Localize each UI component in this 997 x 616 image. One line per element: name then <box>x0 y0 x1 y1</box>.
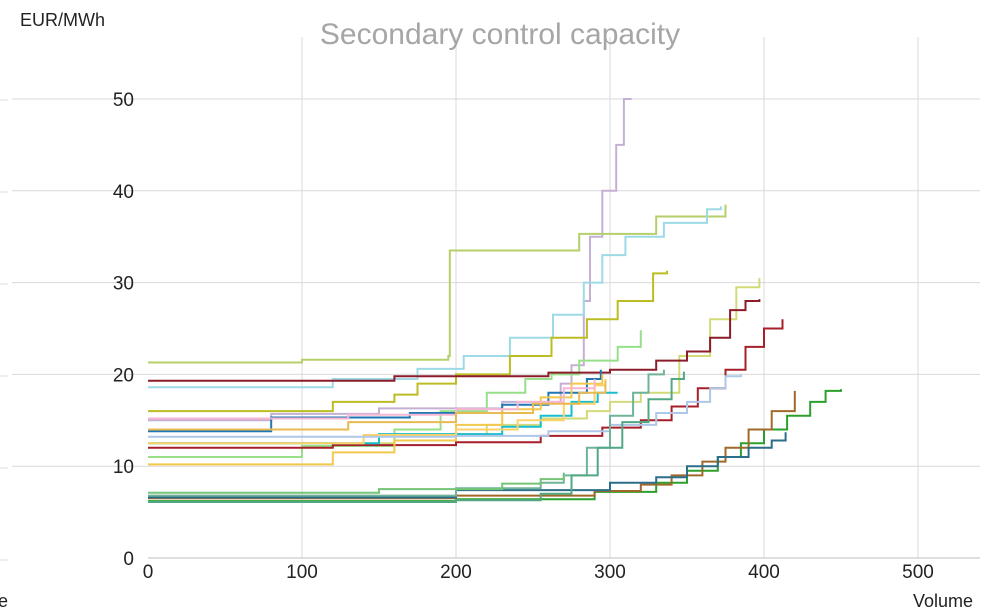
bid-curve-series-2 <box>148 204 727 364</box>
chart-title: Secondary control capacity <box>320 18 680 51</box>
series-layer <box>148 98 842 503</box>
x-tick-label: 100 <box>286 562 318 583</box>
bid-curve-series-21 <box>148 472 565 494</box>
y-tick-label: 20 <box>113 365 134 386</box>
bid-curve-series-3 <box>148 206 722 389</box>
y-tick-label: 30 <box>113 274 134 295</box>
y-tick-label: 50 <box>113 90 134 111</box>
chart-grid <box>12 37 980 559</box>
x-axis-label: Volume <box>913 591 973 611</box>
x-tick-label: 500 <box>902 562 934 583</box>
bid-curve-series-5 <box>148 278 761 445</box>
bid-curve-series-19 <box>148 369 665 497</box>
bid-curve-series-18 <box>148 432 787 499</box>
y-axis-ticks: 0 10 20 30 40 50 <box>113 90 134 570</box>
bid-curve-series-7 <box>148 299 761 382</box>
bid-curve-series-1 <box>148 98 632 422</box>
bid-curve-series-8 <box>148 319 784 449</box>
y-tick-label: 10 <box>113 457 134 478</box>
left-partial-label: e <box>0 591 8 611</box>
bid-curve-series-13 <box>148 379 596 420</box>
bid-curve-series-20 <box>148 371 685 503</box>
bid-curve-series-16 <box>148 389 842 503</box>
y-tick-label: 0 <box>123 549 134 570</box>
x-tick-label: 200 <box>440 562 472 583</box>
x-tick-label: 0 <box>143 562 154 583</box>
y-tick-label: 40 <box>113 182 134 203</box>
bid-curve-series-4 <box>148 270 668 413</box>
x-tick-label: 400 <box>748 562 780 583</box>
bid-curve-series-15 <box>148 374 742 438</box>
bid-curve-series-17 <box>148 390 796 500</box>
x-tick-label: 300 <box>594 562 626 583</box>
bid-curve-series-14 <box>148 380 607 431</box>
x-axis-ticks: 0 100 200 300 400 500 <box>143 562 934 583</box>
y-axis-label: EUR/MWh <box>20 10 105 30</box>
left-panel-fragment: e <box>0 99 8 611</box>
